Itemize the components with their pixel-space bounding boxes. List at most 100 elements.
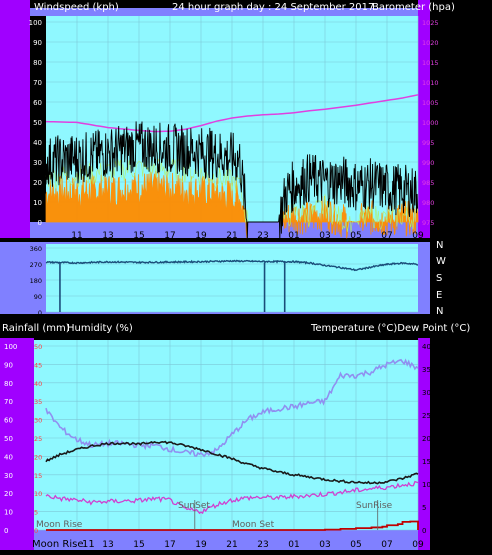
bottom-panel-frame-left (0, 338, 34, 550)
time-tick-label: 21 (226, 231, 237, 241)
event-markers (194, 500, 379, 530)
direction-tick-label: 90 (34, 293, 42, 301)
temperature-tick-label: 25 (422, 412, 431, 420)
barometer-tick-label: 1025 (422, 19, 439, 27)
wind-tick-label: 30 (33, 159, 42, 167)
wind-tick-label: 10 (33, 199, 42, 207)
barometer-tick-label: 975 (422, 219, 434, 227)
temperature-line (45, 440, 419, 485)
rainfall-tick-label: 35 (34, 398, 42, 406)
humidity-tick-label: 90 (4, 361, 13, 369)
time-tick-label-bottom: 19 (195, 540, 207, 550)
wind-tick-label: 60 (33, 99, 42, 107)
rainfall-tick-label: 45 (34, 361, 42, 369)
temperature-tick-label: 10 (422, 481, 431, 489)
barometer-tick-label: 1000 (422, 119, 439, 127)
humidity-tick-label: 10 (4, 509, 13, 517)
time-tick-label-bottom: 13 (102, 540, 113, 550)
temperature-tick-label: 20 (422, 435, 431, 443)
compass-label-e: E (436, 290, 442, 301)
rainfall-tick-label: 20 (34, 453, 42, 461)
temperature-tick-label: 5 (422, 504, 426, 512)
time-tick-label-bottom: 05 (350, 540, 361, 550)
wind-gust-line (45, 121, 419, 242)
rainfall-tick-label: 30 (34, 417, 42, 425)
series-layer (45, 94, 419, 531)
wind-tick-label: 40 (33, 139, 42, 147)
humidity-tick-label: 60 (4, 417, 13, 425)
time-tick-label: 19 (195, 231, 207, 241)
compass-label-s: S (436, 273, 442, 284)
moon-set-label: Moon Set (232, 520, 275, 530)
time-tick-label: 03 (319, 231, 330, 241)
time-tick-label-bottom: 23 (257, 540, 268, 550)
temp-plot-area (34, 340, 418, 530)
compass-label-w: W (436, 256, 446, 267)
top-panel-frame (30, 8, 418, 16)
top-panel-frame-left (0, 0, 30, 238)
bottom-panel-frame-right (418, 338, 430, 550)
barometer-tick-label: 995 (422, 139, 434, 147)
barometer-tick-label: 980 (422, 199, 434, 207)
barometer-axis-title: Barometer (hpa) (372, 2, 455, 13)
rainfall-tick-label: 25 (34, 435, 42, 443)
direction-tick-label: 270 (30, 261, 42, 269)
temperature-tick-label: 0 (422, 527, 426, 535)
barometer-tick-label: 1020 (422, 39, 439, 47)
humidity-tick-label: 20 (4, 490, 13, 498)
time-tick-label-bottom: 15 (133, 540, 144, 550)
temperature-tick-label: 30 (422, 389, 431, 397)
direction-tick-label: 0 (38, 309, 42, 317)
wind-average-light-line (45, 158, 419, 233)
time-tick-label: 23 (257, 231, 268, 241)
compass-label-n-bottom: N (436, 306, 443, 317)
direction-plot-area (46, 244, 418, 312)
barometer-tick-label: 1010 (422, 79, 439, 87)
dew-point-line (45, 480, 419, 515)
rainfall-axis-title: Rainfall (mm) (2, 323, 70, 334)
direction-tick-label: 180 (30, 277, 42, 285)
temperature-tick-label: 40 (422, 343, 431, 351)
humidity-tick-label: 40 (4, 453, 13, 461)
humidity-tick-label: 80 (4, 380, 13, 388)
time-tick-label-bottom: 03 (319, 540, 330, 550)
rainfall-tick-label: 10 (34, 490, 42, 498)
direction-tick-label: 360 (30, 245, 42, 253)
humidity-axis-title: Humidity (%) (67, 323, 133, 334)
sun-set-label: SunSet (178, 501, 210, 511)
humidity-tick-label: 50 (4, 435, 13, 443)
temperature-tick-label: 35 (422, 366, 431, 374)
rainfall-line (46, 520, 419, 531)
rainfall-tick-label: 50 (34, 343, 42, 351)
time-tick-label: 09 (412, 231, 424, 241)
time-tick-label: 11 (71, 231, 82, 241)
rainfall-tick-label: 15 (34, 472, 42, 480)
graph-title: 24 hour graph day : 24 September 2017 (172, 2, 374, 13)
barometer-tick-label: 1005 (422, 99, 439, 107)
moon-rise-note: Moon Rise (36, 520, 83, 530)
time-tick-label-bottom: 01 (288, 540, 299, 550)
wind-tick-label: 70 (33, 79, 42, 87)
time-tick-label-bottom: 17 (164, 540, 175, 550)
top-panel-frame-right (418, 0, 430, 238)
moon-rise-first-tick: 11 (82, 539, 95, 550)
humidity-tick-label: 100 (4, 343, 17, 351)
rainfall-tick-label: 0 (34, 527, 38, 535)
wind-tick-label: 20 (33, 179, 42, 187)
rainfall-tick-label: 5 (34, 509, 38, 517)
time-tick-label-bottom: 21 (226, 540, 237, 550)
barometer-tick-label: 990 (422, 159, 434, 167)
time-tick-label: 15 (133, 231, 144, 241)
humidity-tick-label: 0 (4, 527, 8, 535)
barometer-tick-label: 1015 (422, 59, 439, 67)
sun-rise-label: SunRise (356, 501, 393, 511)
humidity-tick-label: 70 (4, 398, 13, 406)
moon-rise-axis-label: Moon Rise (32, 539, 83, 550)
wind-axis-title: Windspeed (kph) (34, 2, 119, 13)
time-tick-label: 07 (381, 231, 392, 241)
bottom-panel-bottom (34, 530, 418, 550)
barometer-line (45, 94, 419, 133)
time-tick-label-bottom: 07 (381, 540, 392, 550)
